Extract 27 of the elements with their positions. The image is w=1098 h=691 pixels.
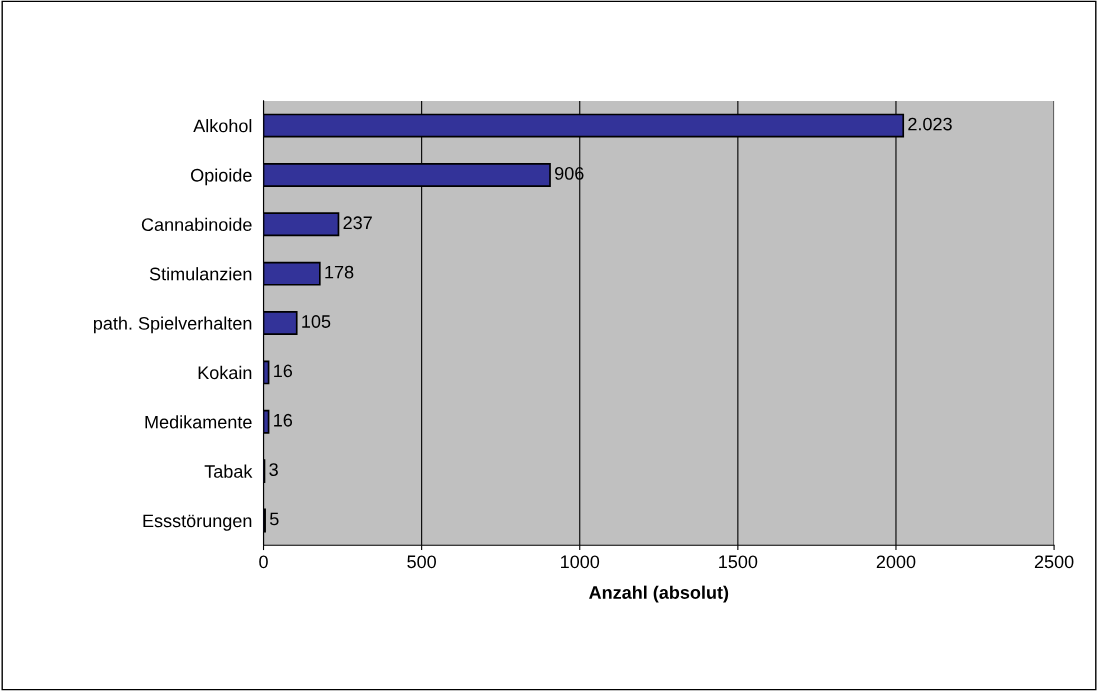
y-tick-label: Opioide	[191, 168, 252, 186]
x-axis-title: Anzahl (absolut)	[589, 585, 729, 603]
y-tick-label: Kokain	[198, 365, 252, 380]
x-tick-label: 2500	[1034, 555, 1074, 569]
y-tick-label: Essstörungen	[143, 514, 252, 531]
y-tick-label: Alkohol	[193, 119, 252, 133]
data-label: 16	[274, 413, 293, 427]
x-tick-label: 0	[259, 555, 268, 569]
data-label: 5	[269, 512, 279, 526]
x-tick-label: 500	[407, 555, 436, 569]
data-label: 16	[274, 364, 293, 378]
data-label: 237	[343, 216, 372, 230]
y-tick-label: Medikamente	[145, 415, 252, 429]
y-tick-label: Cannabinoide	[141, 217, 252, 232]
y-tick-label: path. Spielverhalten	[93, 316, 252, 334]
data-label: 105	[302, 315, 331, 328]
data-label: 178	[325, 265, 354, 279]
y-tick-label: Tabak	[204, 464, 253, 478]
bar	[263, 212, 340, 237]
data-label: 2.023	[908, 117, 952, 131]
bar	[263, 311, 298, 335]
y-tick-label: Stimulanzien	[149, 267, 252, 281]
x-tick-label: 1000	[561, 555, 600, 569]
x-tick-label: 2000	[876, 555, 916, 569]
x-tick-label: 1500	[719, 555, 758, 569]
data-label: 3	[269, 463, 278, 476]
bar	[263, 261, 321, 286]
